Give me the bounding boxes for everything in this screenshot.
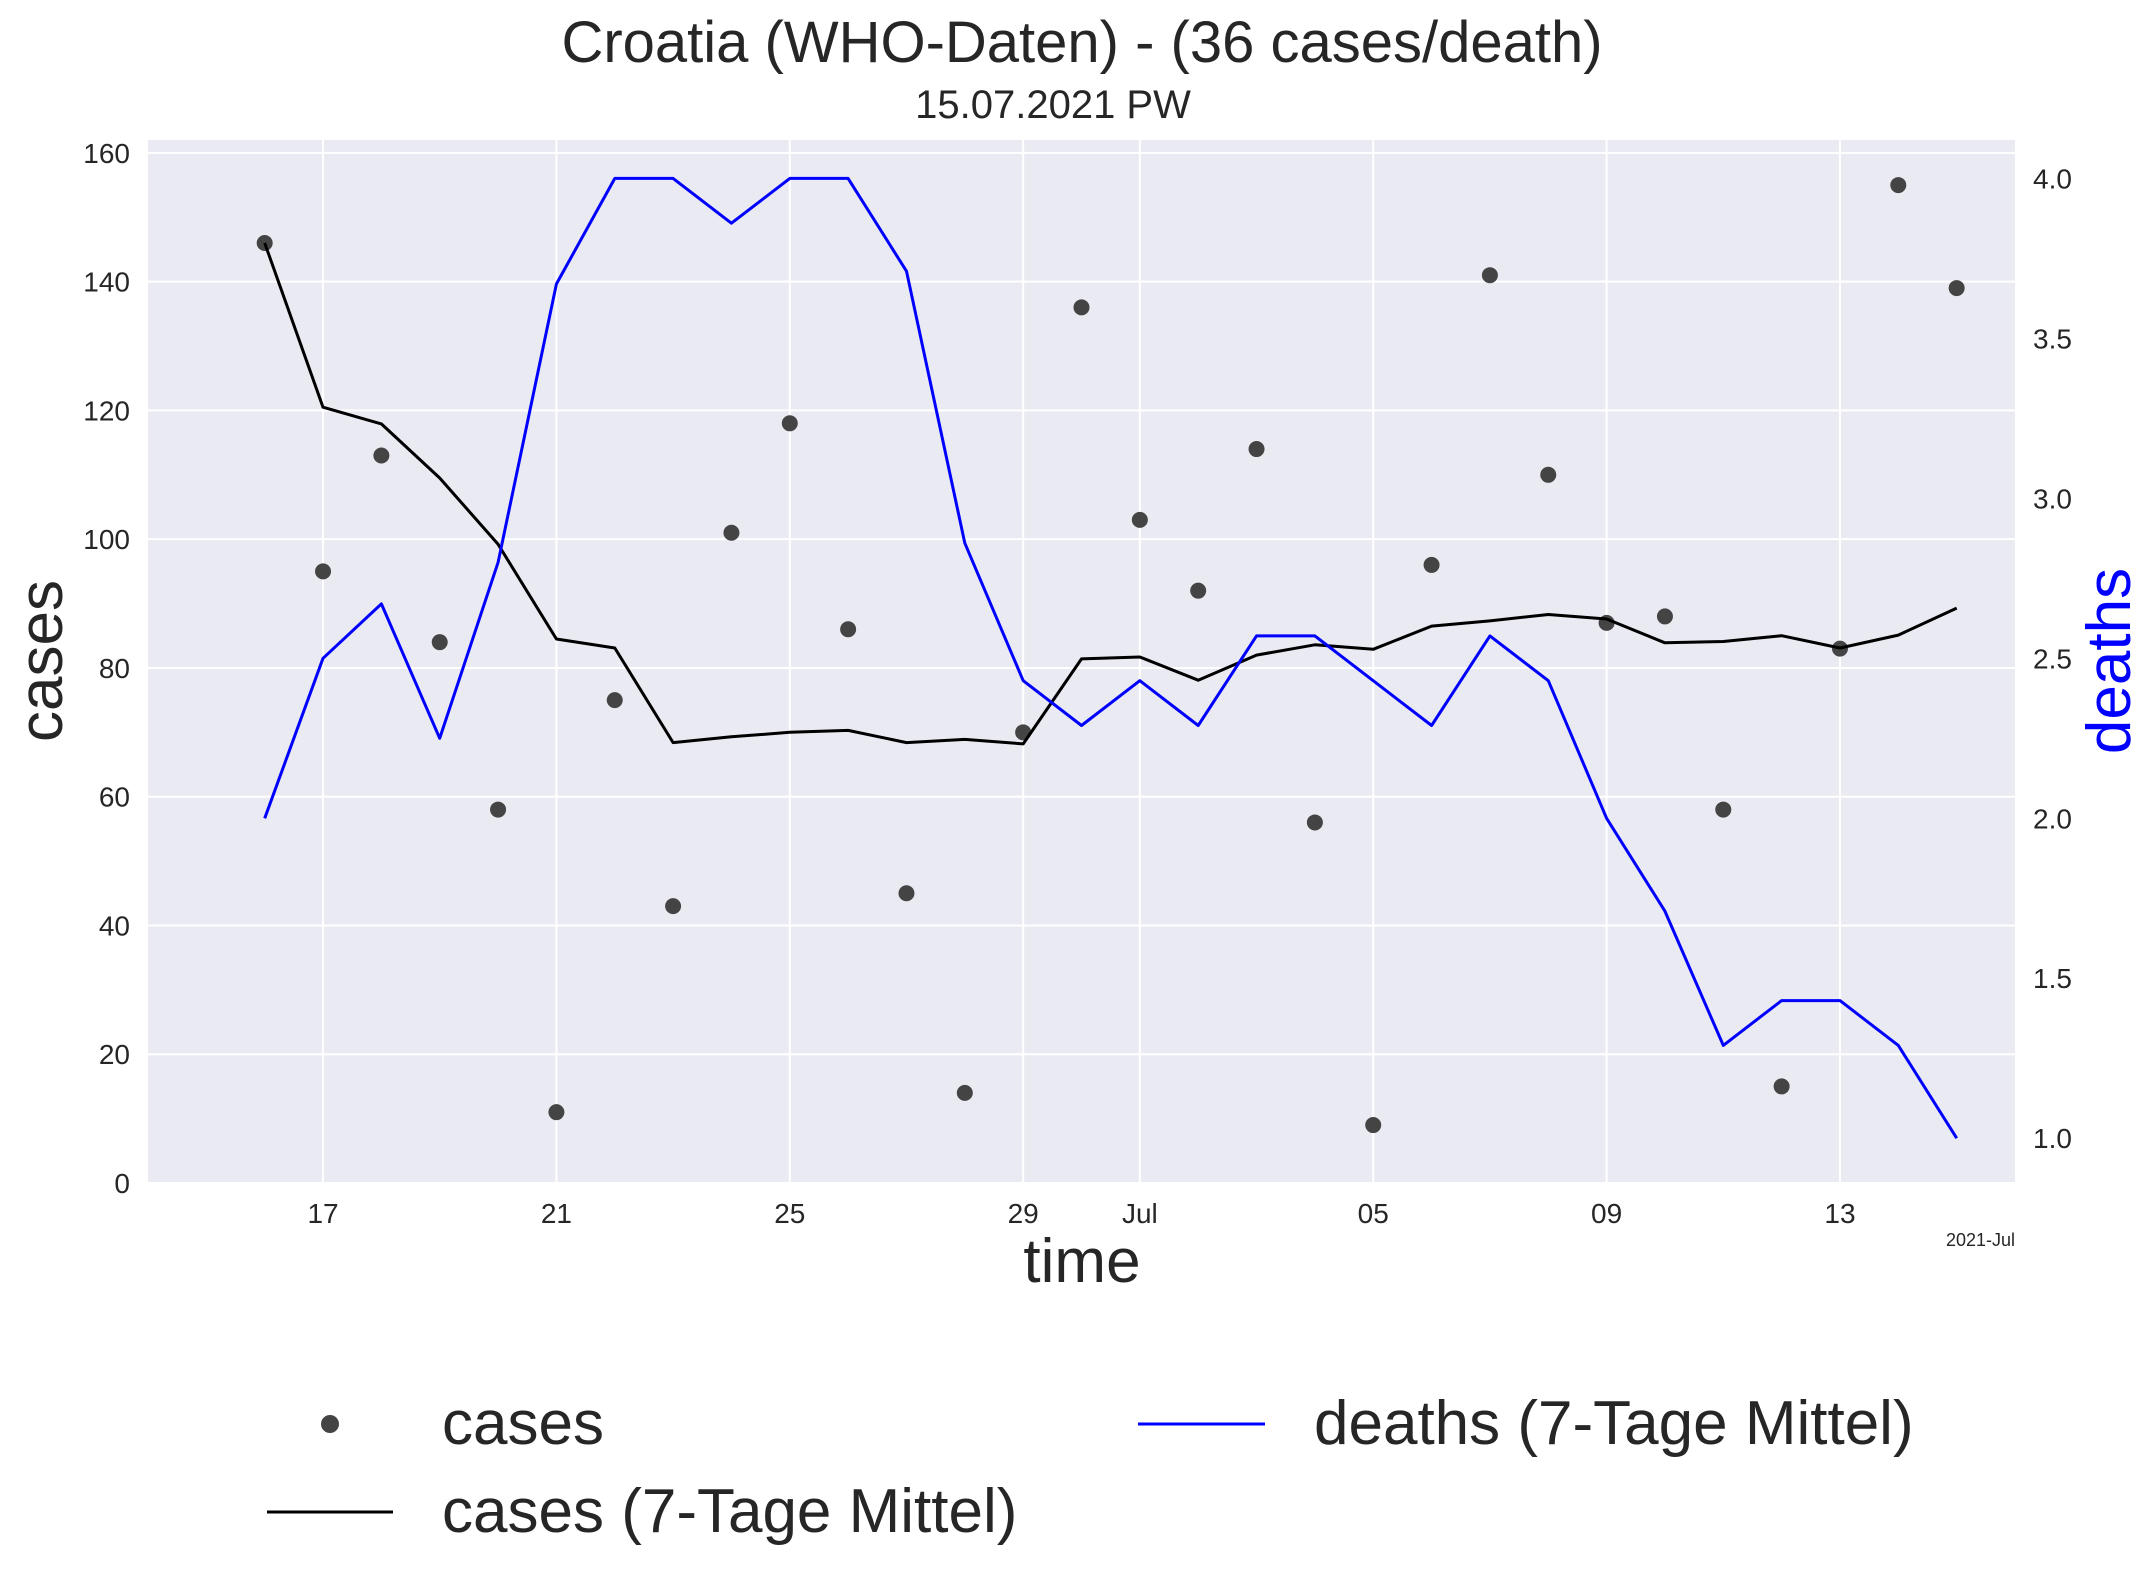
- x-tick-label: Jul: [1122, 1198, 1158, 1229]
- cases-point: [606, 692, 623, 709]
- y-tick-label-right: 3.0: [2033, 483, 2072, 514]
- cases-point: [781, 415, 798, 432]
- y-tick-label-left: 20: [99, 1039, 130, 1070]
- y-tick-label-left: 160: [83, 138, 130, 169]
- cases-point: [1365, 1117, 1382, 1134]
- x-offset-label: 2021-Jul: [1946, 1230, 2015, 1250]
- cases-point: [431, 634, 448, 651]
- y-tick-label-left: 100: [83, 524, 130, 555]
- x-tick-label: 13: [1824, 1198, 1855, 1229]
- y-tick-label-left: 80: [99, 653, 130, 684]
- cases-point: [373, 447, 390, 464]
- legend-label-cases: cases: [442, 1389, 604, 1458]
- cases-point: [1540, 466, 1557, 483]
- y-tick-label-right: 2.5: [2033, 643, 2072, 674]
- cases-point: [1306, 814, 1323, 831]
- x-tick-label: 29: [1008, 1198, 1039, 1229]
- cases-point: [1481, 267, 1498, 284]
- grid: [148, 140, 2015, 1184]
- y-tick-label-right: 4.0: [2033, 163, 2072, 194]
- chart-subtitle: 15.07.2021 PW: [915, 83, 1191, 127]
- x-axis-label: time: [1023, 1227, 1140, 1296]
- cases-point: [315, 563, 332, 580]
- deaths-avg-line: [263, 176, 1958, 1139]
- cases-point: [1948, 280, 1965, 297]
- ticks-layer: 17 21 25 29 Jul 05 09 13 0 20 40 60 80 100 120 140 160 1.…: [83, 138, 2072, 1229]
- legend-marker-cases: [321, 1415, 339, 1433]
- cases-point: [490, 801, 507, 818]
- cases-point: [1715, 801, 1732, 818]
- y-tick-label-left: 60: [99, 782, 130, 813]
- cases-point: [1190, 582, 1207, 599]
- cases-point: [548, 1104, 565, 1121]
- legend-label-cases-avg: cases (7-Tage Mittel): [442, 1477, 1017, 1546]
- x-tick-label: 05: [1358, 1198, 1389, 1229]
- legend-label-deaths-avg: deaths (7-Tage Mittel): [1314, 1389, 1914, 1458]
- y-axis-label-right: deaths: [2075, 568, 2144, 754]
- y-axis-label-left: cases: [7, 580, 76, 742]
- y-tick-label-right: 1.0: [2033, 1123, 2072, 1154]
- y-tick-label-right: 2.0: [2033, 803, 2072, 834]
- cases-point: [1773, 1078, 1790, 1095]
- y-tick-label-left: 40: [99, 910, 130, 941]
- series-layer: [256, 176, 1965, 1139]
- cases-point: [1890, 177, 1907, 194]
- cases-point: [1131, 511, 1148, 528]
- legend: cases cases (7-Tage Mittel) deaths (7-Ta…: [267, 1389, 1914, 1546]
- x-tick-label: 21: [541, 1198, 572, 1229]
- cases-point: [1423, 556, 1440, 573]
- cases-avg-line: [263, 242, 1958, 746]
- y-tick-label-left: 0: [114, 1168, 130, 1199]
- cases-point: [1248, 441, 1265, 458]
- cases-point: [723, 524, 740, 541]
- x-tick-label: 09: [1591, 1198, 1622, 1229]
- y-tick-label-right: 1.5: [2033, 963, 2072, 994]
- x-tick-label: 25: [774, 1198, 805, 1229]
- y-tick-label-left: 120: [83, 395, 130, 426]
- y-tick-label-left: 140: [83, 267, 130, 298]
- cases-point: [956, 1084, 973, 1101]
- y-tick-label-right: 3.5: [2033, 323, 2072, 354]
- x-tick-label: 17: [307, 1198, 338, 1229]
- cases-point: [1656, 608, 1673, 625]
- cases-point: [840, 621, 857, 638]
- chart-title: Croatia (WHO-Daten) - (36 cases/death): [561, 10, 1602, 75]
- cases-point: [665, 898, 682, 915]
- cases-point: [1073, 299, 1090, 316]
- cases-point: [898, 885, 915, 902]
